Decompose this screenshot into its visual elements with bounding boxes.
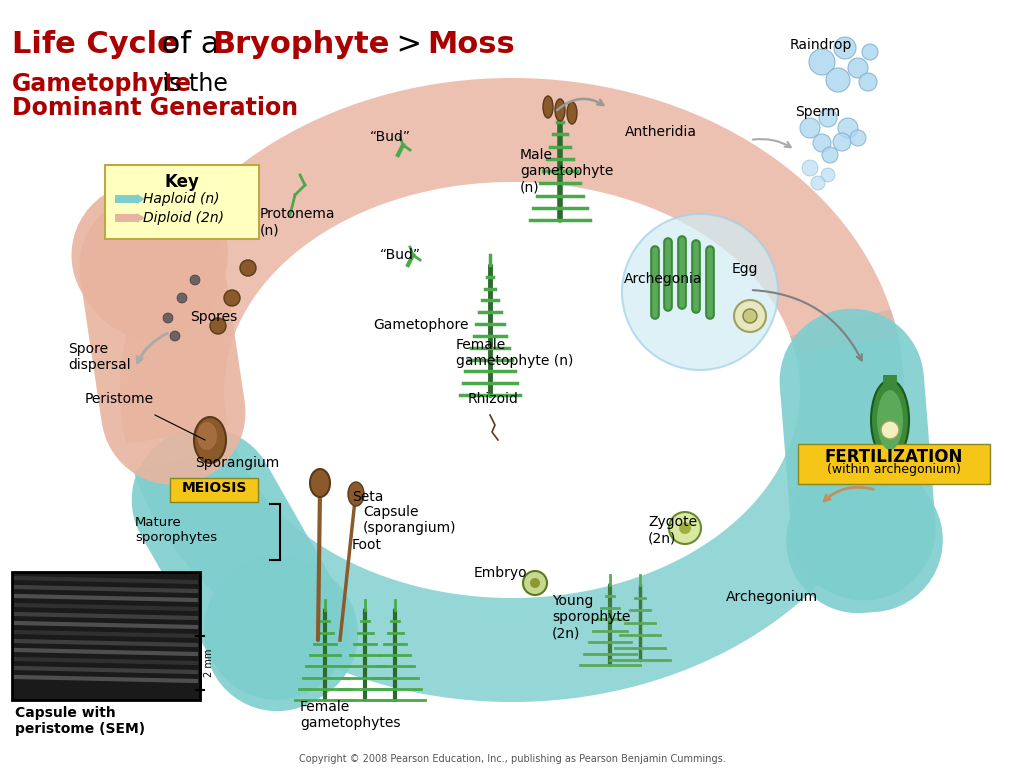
Text: Raindrop: Raindrop [790, 38, 852, 52]
Ellipse shape [197, 422, 217, 450]
Circle shape [177, 293, 187, 303]
Circle shape [834, 37, 856, 59]
Circle shape [530, 578, 540, 588]
Text: “Bud”: “Bud” [370, 130, 411, 144]
Bar [12, 572, 200, 700]
Text: Sporangium: Sporangium [195, 456, 280, 470]
Circle shape [809, 49, 835, 75]
Text: Antheridia: Antheridia [625, 125, 697, 139]
Text: Bryophyte: Bryophyte [212, 30, 389, 59]
FancyArrow shape [115, 194, 145, 204]
Circle shape [833, 133, 851, 151]
Text: Life Cycle: Life Cycle [12, 30, 178, 59]
Text: Gametophyte: Gametophyte [12, 72, 193, 96]
Text: Young
sporophyte
(2n): Young sporophyte (2n) [552, 594, 631, 641]
Text: >: > [377, 30, 441, 59]
Circle shape [669, 512, 701, 544]
Ellipse shape [348, 482, 364, 506]
Circle shape [813, 134, 831, 152]
Circle shape [734, 300, 766, 332]
Circle shape [881, 421, 899, 439]
Circle shape [523, 571, 547, 595]
Text: Archegonia: Archegonia [624, 272, 702, 286]
Text: Male
gametophyte
(n): Male gametophyte (n) [520, 148, 613, 194]
Text: 2 mm: 2 mm [204, 649, 214, 677]
Ellipse shape [871, 380, 909, 460]
Ellipse shape [194, 417, 226, 463]
Circle shape [821, 168, 835, 182]
Text: Diploid (2n): Diploid (2n) [143, 211, 224, 225]
Text: Key: Key [165, 173, 200, 191]
Text: Rhizoid: Rhizoid [468, 392, 519, 406]
FancyBboxPatch shape [170, 478, 258, 502]
Circle shape [819, 109, 837, 127]
Text: Seta: Seta [352, 490, 383, 504]
Text: Archegonium: Archegonium [726, 590, 818, 604]
Circle shape [679, 522, 691, 534]
Text: Peristome: Peristome [85, 392, 155, 406]
Ellipse shape [555, 99, 565, 121]
Text: Dominant Generation: Dominant Generation [12, 96, 298, 120]
Text: Zygote
(2n): Zygote (2n) [648, 515, 697, 545]
Text: Moss: Moss [427, 30, 515, 59]
Circle shape [800, 118, 820, 138]
Ellipse shape [877, 390, 903, 450]
FancyBboxPatch shape [798, 444, 990, 484]
Text: Spores: Spores [190, 310, 238, 324]
Circle shape [850, 130, 866, 146]
Text: Capsule
(sporangium): Capsule (sporangium) [362, 505, 457, 535]
Text: Foot: Foot [352, 538, 382, 552]
Text: Haploid (n): Haploid (n) [143, 192, 219, 206]
Text: FERTILIZATION: FERTILIZATION [824, 448, 964, 466]
Text: (within archegonium): (within archegonium) [827, 463, 961, 476]
Text: Spore
dispersal: Spore dispersal [68, 342, 131, 372]
Text: Mature
sporophytes: Mature sporophytes [135, 516, 217, 544]
Text: Egg: Egg [732, 262, 759, 276]
Text: Capsule with
peristome (SEM): Capsule with peristome (SEM) [15, 706, 145, 737]
Circle shape [240, 260, 256, 276]
Circle shape [743, 309, 757, 323]
Ellipse shape [543, 96, 553, 118]
Circle shape [163, 313, 173, 323]
Circle shape [190, 275, 200, 285]
Text: of a: of a [152, 30, 229, 59]
Text: MEIOSIS: MEIOSIS [181, 481, 247, 495]
Circle shape [859, 73, 877, 91]
Ellipse shape [567, 102, 577, 124]
Circle shape [224, 290, 240, 306]
Polygon shape [133, 310, 904, 702]
Circle shape [848, 58, 868, 78]
Circle shape [838, 118, 858, 138]
FancyArrow shape [115, 213, 145, 223]
Text: Female
gametophyte (n): Female gametophyte (n) [456, 338, 573, 368]
Text: Protonema
(n): Protonema (n) [260, 207, 336, 237]
Circle shape [622, 214, 778, 370]
Text: Female
gametophytes: Female gametophytes [300, 700, 400, 730]
Text: Copyright © 2008 Pearson Education, Inc., publishing as Pearson Benjamin Cumming: Copyright © 2008 Pearson Education, Inc.… [299, 754, 725, 764]
Circle shape [811, 176, 825, 190]
Text: “Bud”: “Bud” [380, 248, 421, 262]
Text: Gametophore: Gametophore [373, 318, 469, 332]
Circle shape [210, 318, 226, 334]
Text: is the: is the [155, 72, 228, 96]
Circle shape [826, 68, 850, 92]
Ellipse shape [310, 469, 330, 497]
Circle shape [170, 331, 180, 341]
Polygon shape [120, 78, 898, 444]
FancyBboxPatch shape [105, 165, 259, 239]
Circle shape [802, 160, 818, 176]
Circle shape [822, 147, 838, 163]
Text: Embryo: Embryo [474, 566, 527, 580]
Circle shape [862, 44, 878, 60]
Text: Sperm: Sperm [795, 105, 840, 119]
